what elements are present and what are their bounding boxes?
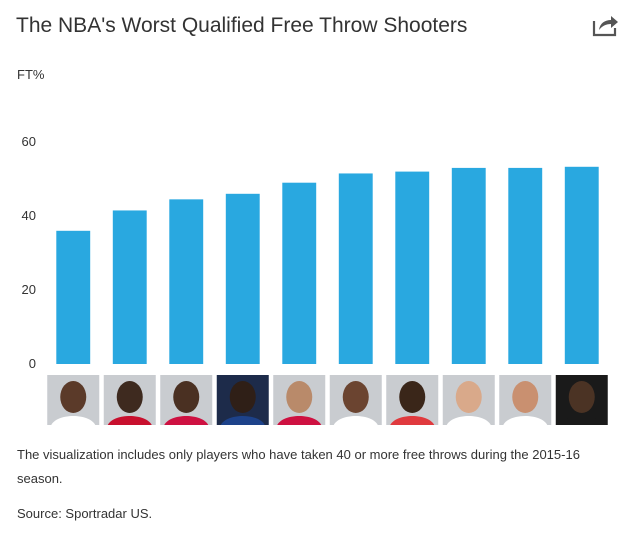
chart-svg: FT% 0 20 40 60 [17,67,608,425]
player-photo [442,375,495,425]
bar[interactable] [564,166,599,364]
player-photo [216,375,269,425]
y-tick-label: 20 [22,282,36,297]
bar[interactable] [395,171,430,364]
player-photo [273,375,326,425]
bar-chart: FT% 0 20 40 60 [0,55,637,435]
player-photo [386,375,439,425]
bar[interactable] [112,210,147,364]
bar[interactable] [225,193,260,364]
bar[interactable] [282,182,317,364]
player-photo [555,375,608,425]
y-axis-ticks: 0 20 40 60 [22,134,36,371]
player-photos [47,375,608,425]
bar[interactable] [169,199,204,364]
player-photo [103,375,156,425]
bar[interactable] [56,230,91,364]
chart-caption: The visualization includes only players … [17,447,580,486]
share-icon [592,16,618,37]
bar[interactable] [508,167,543,364]
y-tick-label: 0 [29,356,36,371]
bar[interactable] [451,167,486,364]
chart-title: The NBA's Worst Qualified Free Throw Sho… [16,14,468,37]
bars [56,166,599,364]
y-tick-label: 60 [22,134,36,149]
y-tick-label: 40 [22,208,36,223]
player-photo [329,375,382,425]
bar[interactable] [338,173,373,364]
share-button[interactable] [590,12,620,38]
player-photo [499,375,552,425]
player-photo [160,375,213,425]
y-axis-label: FT% [17,67,45,82]
player-photo [47,375,100,425]
source-note: Source: Sportradar US. [17,506,153,521]
